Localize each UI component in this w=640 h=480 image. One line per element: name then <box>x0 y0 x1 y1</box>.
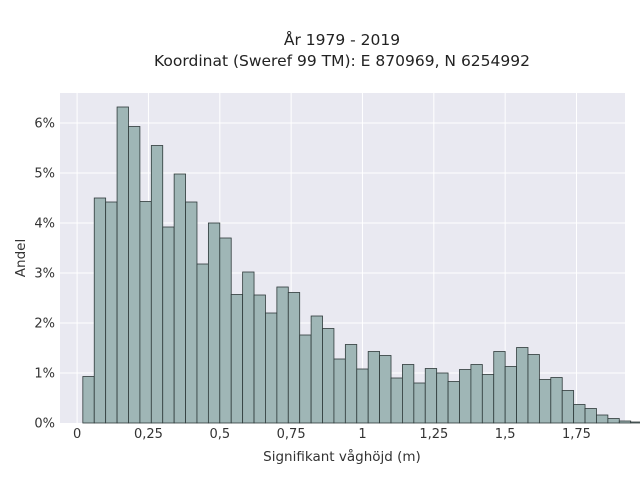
histogram-bar <box>173 173 186 424</box>
histogram-bar <box>242 271 255 424</box>
y-tick-label: 2% <box>34 317 55 332</box>
y-tick-label: 1% <box>34 367 55 382</box>
histogram-bar <box>573 404 586 424</box>
bars <box>82 106 640 424</box>
chart-title: År 1979 - 2019 <box>284 30 400 49</box>
x-tick-label: 1 <box>358 427 366 442</box>
y-axis-title: Andel <box>13 239 29 277</box>
x-tick-label: 1,25 <box>419 427 448 442</box>
histogram-bar <box>607 418 620 424</box>
histogram-bar <box>390 377 403 424</box>
histogram-bar <box>402 364 415 424</box>
histogram-bar <box>470 364 483 424</box>
histogram-bar <box>344 344 358 424</box>
x-tick-label: 0,5 <box>209 427 230 442</box>
histogram-bar <box>185 201 198 424</box>
histogram-bar <box>333 358 346 424</box>
histogram-bar <box>253 294 266 424</box>
histogram-bar <box>276 286 289 424</box>
histogram-bar <box>219 237 232 424</box>
histogram-bar <box>356 368 369 424</box>
chart-subtitle: Koordinat (Sweref 99 TM): E 870969, N 62… <box>154 52 530 70</box>
histogram-bar <box>139 201 152 424</box>
x-axis-title: Signifikant våghöjd (m) <box>263 448 421 465</box>
histogram-bar <box>196 263 209 424</box>
histogram-bar <box>504 366 517 424</box>
histogram-bar <box>310 315 323 424</box>
x-tick-label: 1,75 <box>562 427 591 442</box>
histogram-bar <box>618 420 632 424</box>
histogram-bar <box>630 421 640 424</box>
x-tick-label: 0 <box>73 427 81 442</box>
y-tick-label: 5% <box>34 167 55 182</box>
x-tick-label: 1,5 <box>495 427 516 442</box>
y-tick-label: 3% <box>34 267 55 282</box>
histogram-bar <box>561 390 575 424</box>
y-tick-label: 0% <box>34 417 55 432</box>
histogram-bar <box>459 369 472 424</box>
histogram-bar <box>493 351 506 424</box>
histogram-bar <box>162 226 175 424</box>
histogram-bar <box>207 222 221 424</box>
histogram-bar <box>447 381 460 424</box>
histogram-bar <box>116 106 129 424</box>
histogram-bar <box>322 328 335 424</box>
histogram-bar <box>128 126 141 424</box>
x-tick-label: 0,75 <box>277 427 306 442</box>
histogram-bar <box>527 354 540 424</box>
histogram-bar <box>265 312 278 424</box>
x-tick-label: 0,25 <box>134 427 163 442</box>
x-axis-ticks: 0 0,25 0,5 0,75 1 1,25 1,5 1,75 <box>73 427 591 442</box>
histogram-bar <box>230 294 244 424</box>
histogram-bar <box>538 379 552 424</box>
histogram-bar <box>481 374 495 424</box>
histogram-bar <box>105 201 118 424</box>
y-tick-label: 6% <box>34 117 55 132</box>
histogram-bar <box>550 377 563 424</box>
histogram-bar <box>413 382 426 424</box>
histogram-bar <box>379 355 392 424</box>
histogram-bar <box>287 292 301 424</box>
histogram-bar <box>596 414 609 424</box>
histogram-bar <box>516 347 529 424</box>
histogram-bar <box>367 351 380 424</box>
histogram-bar <box>436 372 449 424</box>
histogram-bar <box>424 368 438 424</box>
y-axis-ticks: 0% 1% 2% 3% 4% 5% 6% <box>34 117 55 432</box>
histogram-bar <box>82 376 95 424</box>
histogram-bar <box>584 408 597 424</box>
histogram-bar <box>150 145 164 424</box>
y-tick-label: 4% <box>34 217 55 232</box>
histogram-bar <box>93 197 107 424</box>
histogram-bar <box>299 334 312 424</box>
